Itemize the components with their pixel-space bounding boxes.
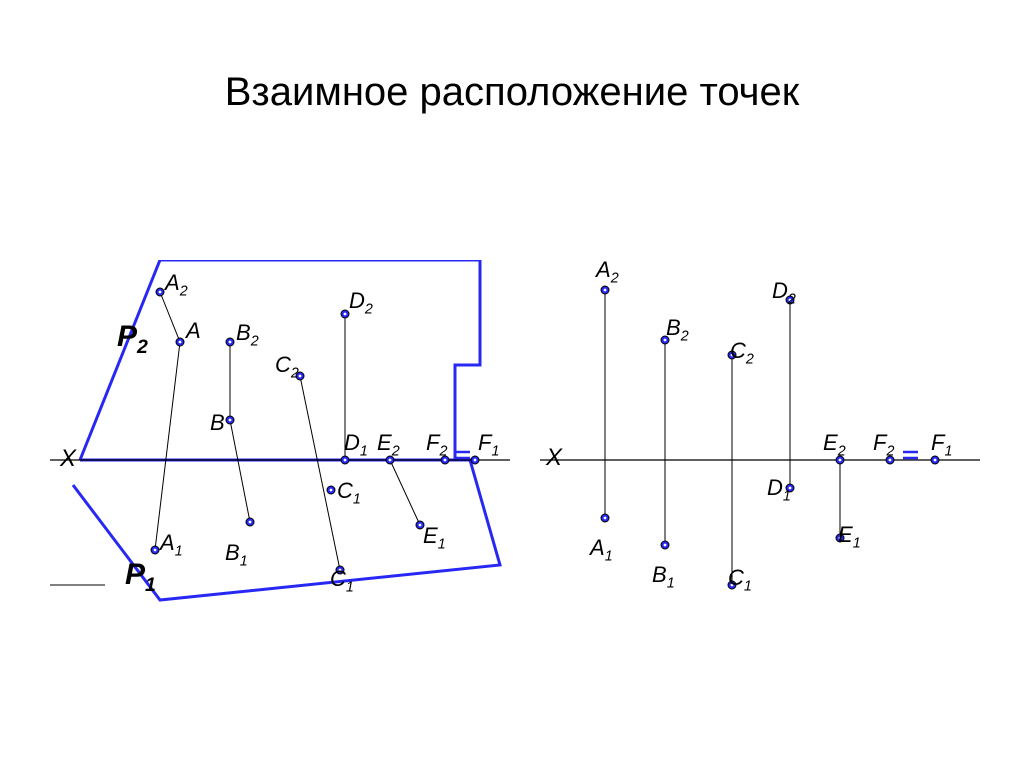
point-label: C2 — [730, 338, 754, 367]
point-label: A1 — [590, 535, 613, 564]
point-label: X — [60, 445, 76, 473]
point-label: C1 — [728, 565, 752, 594]
point-label: A2 — [165, 270, 188, 299]
point-label: X — [546, 444, 562, 472]
point-label: C1 — [330, 566, 354, 595]
point-label: E1 — [838, 522, 861, 551]
point-label: F2 — [873, 430, 894, 459]
point-label: A — [186, 318, 201, 344]
point-label: A2 — [596, 257, 619, 286]
point-label: E1 — [423, 523, 446, 552]
point-label: C2 — [275, 352, 299, 381]
point-label: F2 — [426, 430, 447, 459]
point-label: B1 — [225, 540, 248, 569]
point-label: B — [210, 410, 225, 436]
point-label: D2 — [349, 288, 373, 317]
point-label: E2 — [823, 430, 846, 459]
point-label: C1 — [337, 478, 361, 507]
page-title: Взаимное расположение точек — [0, 70, 1024, 115]
point-label: B1 — [652, 562, 675, 591]
point-label: F1 — [478, 430, 499, 459]
point-label: E2 — [377, 430, 400, 459]
point-label: B2 — [666, 315, 689, 344]
point-label: P1 — [125, 558, 156, 597]
point-label: P2 — [117, 320, 148, 359]
point-label: F1 — [931, 430, 952, 459]
point-label: B2 — [236, 320, 259, 349]
point-label: D1 — [344, 430, 368, 459]
point-label: A1 — [160, 530, 183, 559]
point-label: D1 — [767, 475, 791, 504]
point-label: D2 — [772, 278, 796, 307]
